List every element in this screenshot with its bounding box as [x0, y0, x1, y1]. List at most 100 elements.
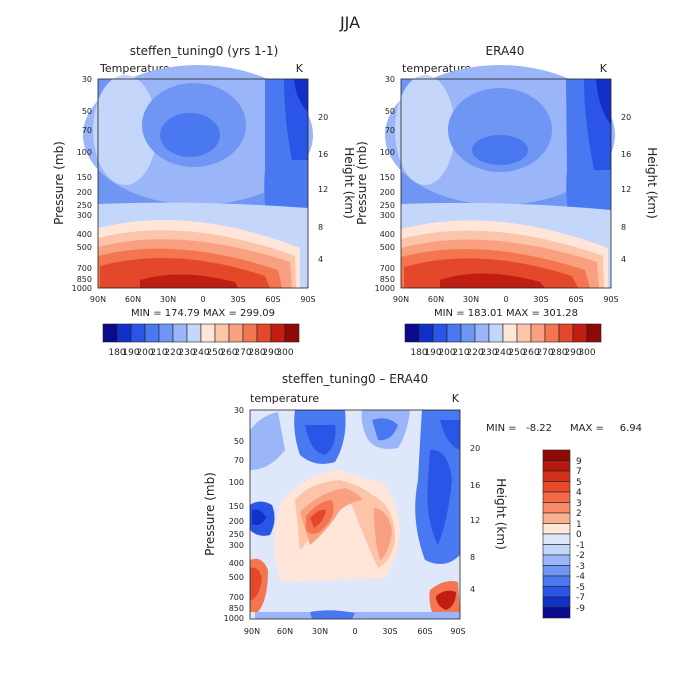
- colorbar-label: 240: [494, 348, 511, 358]
- y-tick-label: 150: [380, 173, 395, 182]
- colorbar-label: 3: [576, 499, 582, 509]
- colorbar-label: 5: [576, 478, 582, 488]
- colorbar-label: 200: [136, 348, 153, 358]
- colorbar-box: [130, 323, 146, 343]
- colorbar-box: [542, 596, 571, 608]
- height-tick-label: 12: [318, 185, 328, 194]
- x-tick-label: 60N: [428, 295, 444, 304]
- height-axis-ticks: 4 8 12 16 20: [318, 113, 328, 264]
- height-tick-label: 20: [470, 444, 480, 453]
- height-tick-label: 16: [621, 150, 631, 159]
- unit-label: K: [296, 62, 304, 75]
- x-tick-label: 90S: [603, 295, 618, 304]
- y-tick-label: 100: [229, 478, 244, 487]
- panel-title: ERA40: [486, 44, 525, 58]
- colorbar-box: [542, 502, 571, 514]
- y-tick-label: 1000: [224, 614, 244, 623]
- contour-region: [250, 412, 285, 470]
- height-tick-label: 16: [470, 481, 480, 490]
- height-tick-label: 8: [621, 223, 626, 232]
- colorbar-box: [488, 323, 504, 343]
- colorbar-label: 190: [424, 348, 441, 358]
- contour-plot: [385, 65, 615, 289]
- x-tick-label: 30S: [230, 295, 245, 304]
- colorbar-label: 220: [466, 348, 483, 358]
- y-tick-label: 50: [234, 437, 244, 446]
- colorbar-label: 300: [578, 348, 595, 358]
- contour-region: [440, 273, 545, 288]
- colorbar-label: 290: [564, 348, 581, 358]
- colorbar-box: [542, 512, 571, 524]
- panel-difference: steffen_tuning0 – ERA40 temperature K: [203, 372, 642, 636]
- y-tick-label: 850: [77, 275, 92, 284]
- colorbar-label: -3: [576, 562, 585, 572]
- colorbar-box: [172, 323, 188, 343]
- y-tick-label: 200: [380, 188, 395, 197]
- contour-region: [395, 75, 455, 185]
- x-tick-label: 90N: [244, 627, 260, 636]
- min-stat: MIN = -8.22: [486, 423, 552, 434]
- colorbar-box: [542, 533, 571, 545]
- x-tick-label: 90N: [90, 295, 106, 304]
- colorbar-box: [542, 470, 571, 482]
- colorbar-box: [542, 575, 571, 587]
- colorbar-label: 0: [576, 530, 582, 540]
- colorbar: 180 190 200 210 220 230 240 250 260 270 …: [404, 323, 602, 358]
- colorbar-box: [542, 554, 571, 566]
- x-tick-label: 90S: [300, 295, 315, 304]
- panel-title: steffen_tuning0 (yrs 1-1): [130, 44, 279, 58]
- contour-region: [427, 449, 452, 545]
- colorbar-label: 280: [550, 348, 567, 358]
- colorbar-box: [446, 323, 462, 343]
- colorbar-box: [270, 323, 286, 343]
- x-tick-label: 0: [352, 627, 357, 636]
- colorbar-box: [474, 323, 490, 343]
- y-tick-label: 300: [380, 211, 395, 220]
- contour-region: [305, 425, 336, 455]
- y-tick-label: 200: [77, 188, 92, 197]
- y-tick-label: 500: [380, 243, 395, 252]
- contour-region: [472, 135, 528, 165]
- colorbar-label: -4: [576, 572, 585, 582]
- contour-region: [310, 610, 355, 619]
- y-axis-ticks: 30 50 70 100 150 200 250 300 400 500 700…: [72, 75, 92, 293]
- x-tick-label: 60S: [265, 295, 280, 304]
- y-tick-label: 30: [385, 75, 395, 84]
- colorbar-label: 250: [508, 348, 525, 358]
- panel-era40: ERA40 temperature K 30 50 70 100 15: [355, 44, 659, 358]
- colorbar-box: [418, 323, 434, 343]
- colorbar-label: -1: [576, 541, 585, 551]
- y-tick-label: 700: [380, 264, 395, 273]
- y-axis-label: Pressure (mb): [355, 141, 369, 225]
- colorbar-box: [200, 323, 216, 343]
- height-tick-label: 20: [621, 113, 631, 122]
- x-axis-ticks: 90N 60N 30N 0 30S 60S 90S: [244, 627, 466, 636]
- panel-title: steffen_tuning0 – ERA40: [282, 372, 428, 386]
- y-tick-label: 1000: [72, 284, 92, 293]
- x-tick-label: 0: [503, 295, 508, 304]
- colorbar-label: 210: [452, 348, 469, 358]
- colorbar-label: 7: [576, 467, 582, 477]
- y-tick-label: 100: [77, 148, 92, 157]
- colorbar-box: [144, 323, 160, 343]
- y-tick-label: 30: [234, 406, 244, 415]
- contour-region: [596, 79, 611, 125]
- colorbar-box: [432, 323, 448, 343]
- contour-region: [160, 113, 220, 157]
- colorbar-label: 260: [522, 348, 539, 358]
- y-axis-ticks: 30 50 70 100 150 200 250 300 400 500 700…: [224, 406, 244, 623]
- colorbar-label: -2: [576, 551, 585, 561]
- unit-label: K: [600, 62, 608, 75]
- x-tick-label: 90N: [393, 295, 409, 304]
- y-tick-label: 300: [229, 541, 244, 550]
- x-tick-label: 30N: [463, 295, 479, 304]
- contour-region: [310, 509, 326, 528]
- colorbar-label: 260: [220, 348, 237, 358]
- x-tick-label: 60N: [277, 627, 293, 636]
- height-tick-label: 8: [470, 553, 475, 562]
- height-tick-label: 4: [470, 585, 475, 594]
- height-tick-label: 4: [621, 255, 626, 264]
- panel-model: steffen_tuning0 (yrs 1-1) Temperature K …: [52, 44, 356, 358]
- colorbar-label: 290: [262, 348, 279, 358]
- y-tick-label: 250: [380, 201, 395, 210]
